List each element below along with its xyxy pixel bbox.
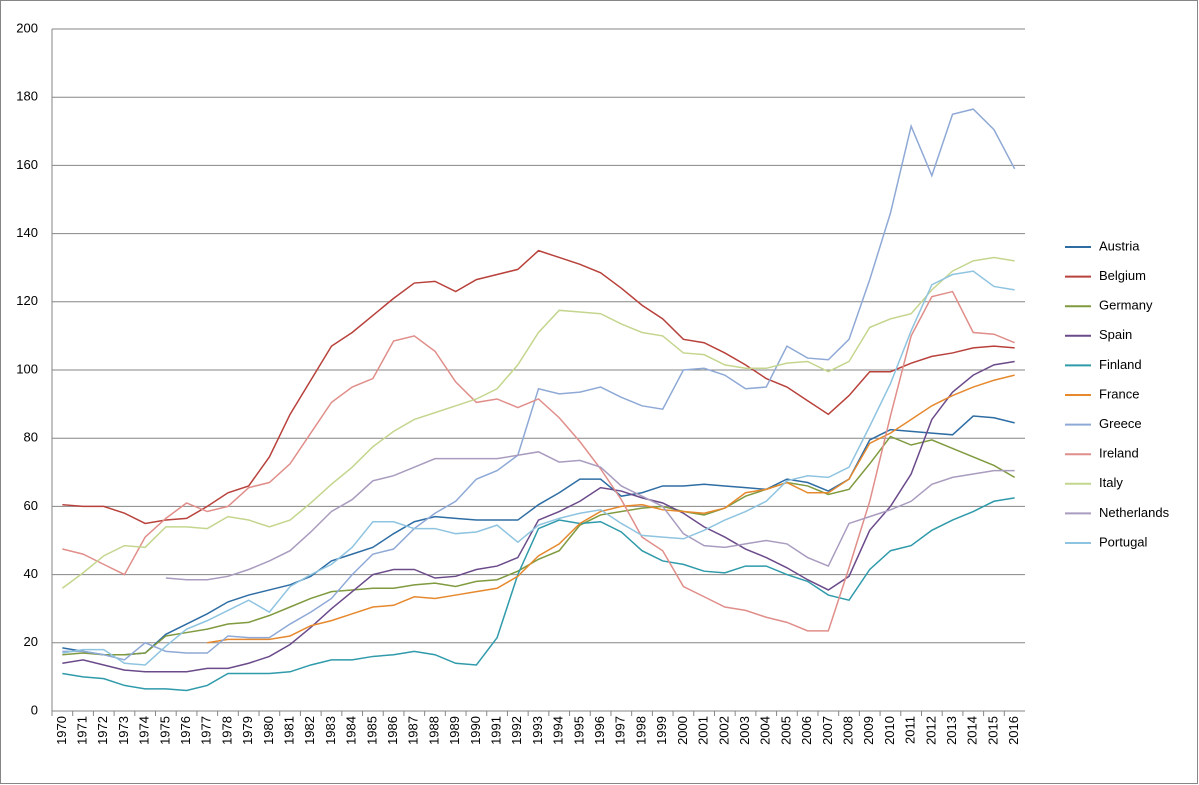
x-tick-label: 1991 (489, 716, 504, 745)
y-tick-label: 160 (16, 157, 38, 172)
x-tick-label: 2016 (1006, 716, 1021, 745)
series-line (62, 497, 1015, 692)
legend-label: Netherlands (1099, 505, 1170, 520)
x-tick-label: 1973 (116, 716, 131, 745)
legend-label: Ireland (1099, 446, 1139, 461)
legend-label: Portugal (1099, 534, 1148, 549)
series-line (62, 290, 1015, 632)
x-tick-label: 1981 (282, 716, 297, 745)
x-tick-label: 1999 (654, 716, 669, 745)
x-tick-label: 1994 (551, 716, 566, 745)
x-tick-label: 2009 (861, 716, 876, 745)
y-tick-label: 100 (16, 361, 38, 376)
y-tick-label: 80 (24, 430, 38, 445)
x-tick-label: 1974 (137, 716, 152, 745)
x-tick-label: 1993 (530, 716, 545, 745)
legend-label: Germany (1099, 298, 1153, 313)
x-tick-label: 2004 (758, 716, 773, 745)
series-line (62, 108, 1016, 661)
x-tick-label: 2007 (820, 716, 835, 745)
x-tick-label: 2008 (840, 716, 855, 745)
y-tick-label: 40 (24, 566, 38, 581)
legend-label: Finland (1099, 357, 1142, 372)
legend-label: Greece (1099, 416, 1142, 431)
x-tick-label: 1982 (302, 716, 317, 745)
x-tick-label: 1977 (199, 716, 214, 745)
x-tick-label: 2005 (778, 716, 793, 745)
x-tick-label: 1978 (219, 716, 234, 745)
x-tick-label: 1983 (323, 716, 338, 745)
x-tick-label: 2006 (799, 716, 814, 745)
y-tick-label: 0 (31, 702, 38, 717)
x-tick-label: 1992 (509, 716, 524, 745)
x-tick-label: 2002 (716, 716, 731, 745)
x-tick-label: 2011 (903, 716, 918, 744)
x-tick-label: 2001 (696, 716, 711, 745)
y-tick-label: 60 (24, 498, 38, 513)
series-line (62, 249, 1015, 525)
legend-label: Belgium (1099, 268, 1146, 283)
series-line (62, 360, 1015, 673)
x-tick-label: 1975 (157, 716, 172, 745)
x-tick-label: 1971 (74, 716, 89, 745)
x-tick-label: 1988 (426, 716, 441, 745)
x-tick-label: 1985 (364, 716, 379, 745)
x-tick-label: 2012 (923, 716, 938, 745)
x-tick-label: 2010 (882, 716, 897, 745)
x-tick-label: 1990 (468, 716, 483, 745)
legend-label: France (1099, 386, 1139, 401)
series-line (207, 374, 1015, 644)
x-tick-label: 1986 (385, 716, 400, 745)
x-tick-label: 1987 (406, 716, 421, 745)
x-tick-label: 2014 (965, 716, 980, 745)
legend-label: Spain (1099, 327, 1132, 342)
x-tick-label: 2015 (985, 716, 1000, 745)
x-tick-label: 1980 (261, 716, 276, 745)
x-tick-label: 1989 (447, 716, 462, 745)
x-tick-label: 2003 (737, 716, 752, 745)
x-tick-label: 1995 (571, 716, 586, 745)
y-tick-label: 120 (16, 293, 38, 308)
x-tick-label: 1996 (592, 716, 607, 745)
series-line (62, 270, 1015, 666)
legend-label: Austria (1099, 238, 1140, 253)
x-tick-label: 1998 (633, 716, 648, 745)
series-line (165, 451, 1015, 581)
x-tick-label: 1970 (54, 716, 69, 745)
y-tick-label: 180 (16, 89, 38, 104)
series-line (62, 435, 1016, 656)
y-tick-label: 140 (16, 225, 38, 240)
y-tick-label: 20 (24, 634, 38, 649)
x-tick-label: 2013 (944, 716, 959, 745)
x-tick-label: 1976 (178, 716, 193, 745)
x-tick-label: 1984 (344, 716, 359, 745)
y-tick-label: 200 (16, 20, 38, 35)
x-tick-label: 1997 (613, 716, 628, 745)
x-tick-label: 1972 (95, 716, 110, 745)
legend-label: Italy (1099, 475, 1123, 490)
x-tick-label: 1979 (240, 716, 255, 745)
series-line (61, 256, 1015, 589)
x-tick-label: 2000 (675, 716, 690, 745)
